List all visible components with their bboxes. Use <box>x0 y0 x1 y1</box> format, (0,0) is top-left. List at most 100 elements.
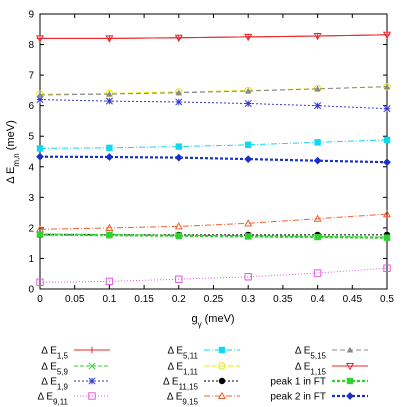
data-point-e-1-15 <box>174 34 183 43</box>
legend-marker <box>345 362 355 371</box>
series-e-5-9 <box>36 230 391 241</box>
y-tick-label: 5 <box>28 132 34 143</box>
data-point-e-1-15 <box>244 33 253 42</box>
data-point-peak-1-in-ft <box>175 232 182 240</box>
legend-entry-e-9-11: Δ E9,11 <box>37 392 110 407</box>
series-line-e-9-15 <box>39 213 388 230</box>
data-point-e-1-15 <box>35 35 45 43</box>
legend-entry-e-5-15: Δ E5,15 <box>295 346 368 361</box>
y-tick-label: 2 <box>28 223 34 234</box>
legend-label: Δ E11,15 <box>163 377 199 392</box>
data-point-peak-2-in-ft <box>105 153 114 161</box>
data-point-e-5-11 <box>314 139 321 146</box>
data-point-e-1-9 <box>383 105 391 113</box>
legend-entry-e-5-9: Δ E5,9 <box>41 362 110 377</box>
legend-label: Δ E9,11 <box>37 392 68 407</box>
legend-marker <box>218 362 226 370</box>
legend-label: Δ E9,15 <box>167 392 199 407</box>
x-tick-label: 0.4 <box>311 294 325 305</box>
data-point-e-5-11 <box>106 144 113 152</box>
y-axis-label: Δ Em,n (meV) <box>5 120 21 183</box>
legend-marker <box>218 346 226 354</box>
data-point-e-9-11 <box>105 277 114 286</box>
legend-marker <box>217 391 227 400</box>
legend-marker <box>346 346 354 353</box>
legend-label: peak 1 in FT <box>270 377 326 388</box>
tick-labels: 0 0.05 0.1 0.15 0.2 0.25 0.3 0.35 0.4 0.45 0.5 0 1 2 3… <box>28 10 394 306</box>
legend-label: Δ E1,15 <box>295 362 327 377</box>
data-point-e-9-15 <box>105 223 114 231</box>
data-point-peak-2-in-ft <box>313 156 322 165</box>
series-peak-2-in-ft <box>36 152 391 167</box>
data-point-peak-2-in-ft <box>244 155 253 163</box>
series-e-1-5 <box>36 31 391 42</box>
legend-entry-peak-1-in-ft: peak 1 in FT <box>270 377 368 388</box>
data-point-e-1-9 <box>175 98 183 106</box>
legend-entry-e-1-5: Δ E1,5 <box>41 346 110 361</box>
legend-entry-e-9-15: Δ E9,15 <box>167 391 240 407</box>
data-point-e-1-11 <box>105 89 114 98</box>
data-point-e-1-9 <box>244 99 252 108</box>
data-point-peak-2-in-ft <box>174 153 183 162</box>
legend-label: Δ E1,5 <box>41 346 68 361</box>
data-point-e-5-15 <box>106 90 113 97</box>
data-point-e-9-11 <box>36 278 44 286</box>
data-point-e-9-11 <box>313 269 322 277</box>
series-line-e-1-11 <box>39 86 388 95</box>
y-tick-label: 6 <box>28 101 34 112</box>
series-e-1-11 <box>36 83 391 98</box>
tick-marks <box>39 13 388 290</box>
x-tick-label: 0.2 <box>172 294 186 305</box>
data-point-e-5-15 <box>175 89 182 96</box>
series-layer <box>35 31 392 286</box>
series-line-e-5-15 <box>39 86 388 96</box>
x-tick-label: 0.1 <box>102 294 116 305</box>
series-peak-1-in-ft <box>36 231 391 241</box>
data-point-peak-1-in-ft <box>383 234 391 241</box>
legend-marker <box>346 392 354 400</box>
x-tick-label: 0.25 <box>204 294 224 305</box>
legend-marker <box>346 377 354 385</box>
x-tick-label: 0.05 <box>65 294 85 305</box>
y-tick-label: 1 <box>28 254 34 265</box>
plot-area <box>35 13 392 290</box>
data-point-e-9-11 <box>244 273 252 281</box>
x-tick-label: 0.3 <box>241 294 255 305</box>
data-point-e-1-9 <box>105 97 113 105</box>
data-point-e-9-11 <box>383 264 391 272</box>
x-tick-label: 0.15 <box>134 294 154 305</box>
legend-marker <box>88 362 96 370</box>
legend-label: Δ E5,9 <box>41 362 68 377</box>
plot-frame <box>39 13 388 290</box>
legend: Δ E1,5 Δ E5,11 Δ E5,15 Δ E5,9 Δ E1,11 Δ E1,15… <box>37 346 368 407</box>
data-point-peak-1-in-ft <box>245 233 252 240</box>
series-e-1-15 <box>35 31 392 43</box>
y-tick-label: 9 <box>28 10 34 21</box>
legend-label: Δ E1,11 <box>167 362 198 377</box>
data-point-peak-1-in-ft <box>106 232 113 239</box>
data-point-e-5-11 <box>383 136 391 144</box>
legend-entry-e-5-11: Δ E5,11 <box>167 346 240 360</box>
y-tick-label: 0 <box>28 285 34 296</box>
y-tick-label: 3 <box>28 193 34 204</box>
legend-label: Δ E1,9 <box>41 377 68 392</box>
series-e-5-11 <box>36 136 391 152</box>
series-e-5-15 <box>36 83 391 98</box>
series-line-peak-1-in-ft <box>39 233 388 239</box>
data-point-e-5-11 <box>175 143 182 150</box>
data-point-e-1-15 <box>382 31 392 40</box>
legend-marker <box>88 377 96 385</box>
series-e-9-15 <box>35 209 392 233</box>
data-point-peak-2-in-ft <box>383 158 391 167</box>
legend-marker <box>88 392 96 400</box>
series-line-e-1-9 <box>39 99 388 110</box>
legend-label: Δ E5,15 <box>295 346 327 361</box>
x-tick-label: 0.35 <box>273 294 293 305</box>
series-e-9-11 <box>36 264 391 286</box>
x-tick-label: 0.45 <box>343 294 363 305</box>
data-point-e-9-15 <box>174 222 183 230</box>
data-point-e-1-9 <box>36 96 44 104</box>
legend-entry-e-11-15: Δ E11,15 <box>163 377 240 392</box>
legend-marker <box>88 346 96 354</box>
data-point-e-5-15 <box>383 83 391 90</box>
